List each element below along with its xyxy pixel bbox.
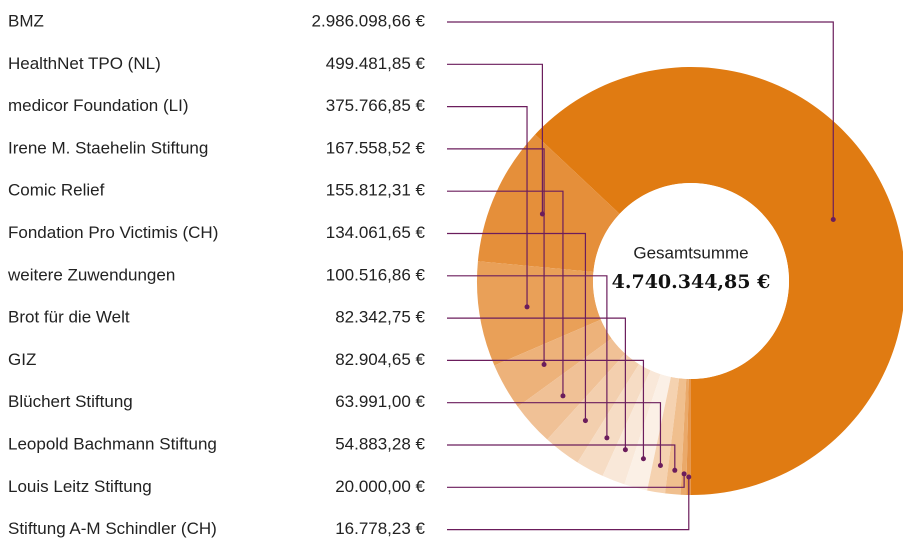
leader-dot (686, 474, 692, 480)
leader-line (447, 232, 587, 421)
leaders (447, 21, 836, 531)
leader-line (447, 275, 608, 438)
total-label: 4.740.344,85 € (612, 271, 771, 293)
category-label: weitere Zuwendungen (7, 265, 175, 284)
slice (535, 67, 903, 495)
slice (476, 261, 601, 366)
leader-dot (560, 393, 566, 399)
value-label: 155.812,31 € (326, 181, 426, 200)
category-label: Comic Relief (8, 181, 105, 200)
value-label: 134.061,65 € (326, 223, 426, 242)
category-label: Irene M. Staehelin Stiftung (8, 138, 208, 157)
leader-dot (830, 216, 836, 222)
leader-dot (524, 304, 530, 310)
leader-line (447, 317, 626, 450)
category-label: HealthNet TPO (NL) (8, 54, 161, 73)
slice (577, 364, 651, 476)
leader-line (447, 21, 834, 220)
slice (602, 370, 661, 485)
slice (517, 338, 626, 440)
leader-dot (604, 435, 610, 441)
leader-dot (640, 456, 646, 462)
leader-dot (582, 418, 588, 424)
leader-dot (657, 462, 663, 468)
category-label: Blüchert Stiftung (8, 392, 133, 411)
category-label: medicor Foundation (LI) (8, 96, 188, 115)
value-label: 375.766,85 € (326, 96, 426, 115)
value-label: 167.558,52 € (326, 138, 426, 157)
slice (665, 378, 687, 495)
leader-dot (681, 471, 687, 477)
leader-line (447, 444, 676, 471)
value-label: 100.516,86 € (326, 265, 426, 284)
leader-line (447, 190, 564, 396)
category-label: BMZ (8, 11, 44, 30)
value-label: 82.904,65 € (335, 350, 425, 369)
slice (547, 353, 640, 463)
leader-dot (672, 467, 678, 473)
value-label: 63.991,00 € (335, 392, 425, 411)
leader-line (447, 473, 685, 488)
donut-hole (593, 183, 789, 379)
leader-line (447, 148, 545, 365)
value-label: 16.778,23 € (335, 519, 425, 538)
category-label: GIZ (8, 350, 36, 369)
value-label: 20.000,00 € (335, 477, 425, 496)
leader-dot (622, 447, 628, 453)
leader-line (447, 106, 528, 307)
slice (680, 378, 689, 495)
value-label: 2.986.098,66 € (312, 11, 426, 30)
category-label: Louis Leitz Stiftung (8, 477, 152, 496)
leader-dot (541, 361, 547, 367)
slice (477, 134, 620, 272)
labels: BMZ 2.986.098,66 € HealthNet TPO (NL) 499.4… (7, 11, 426, 538)
value-label: 54.883,28 € (335, 434, 425, 453)
center-label: Gesamtsumme (633, 243, 748, 262)
donut (476, 67, 903, 495)
slice (647, 376, 680, 494)
leader-line (447, 476, 690, 531)
category-label: Leopold Bachmann Stiftung (8, 434, 217, 453)
leader-line (447, 63, 543, 215)
value-label: 499.481,85 € (326, 54, 426, 73)
category-label: Brot für die Welt (8, 308, 130, 327)
slice (494, 319, 612, 407)
category-label: Fondation Pro Victimis (CH) (8, 223, 218, 242)
leader-line (447, 359, 645, 459)
value-label: 82.342,75 € (335, 308, 425, 327)
category-label: Stiftung A-M Schindler (CH) (8, 519, 217, 538)
slice (686, 378, 691, 495)
